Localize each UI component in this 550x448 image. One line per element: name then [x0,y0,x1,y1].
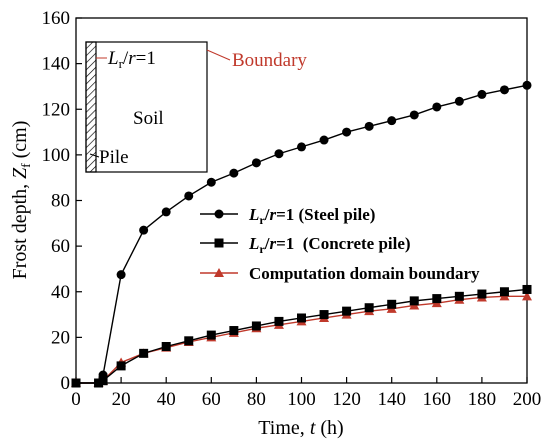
data-point [98,370,108,380]
series-line [76,84,528,384]
legend-item-boundary: Computation domain boundary [200,264,480,283]
inset-soil-box [85,41,208,173]
y-tick-label: 80 [51,191,70,212]
data-point [319,135,329,145]
data-point [364,121,374,131]
svg-text:Lr/r=1 (Concrete pile): Lr/r=1 (Concrete pile) [248,234,411,256]
x-tick-label: 60 [202,389,221,410]
data-point [477,89,487,99]
data-point [409,296,419,306]
data-point [432,294,442,304]
y-axis-title: Frost depth, Zf (cm) [9,121,33,280]
data-point [409,110,419,120]
x-axis-title: Time, t (h) [258,417,343,439]
x-tick-label: 100 [287,389,316,410]
x-tick-label: 160 [423,389,452,410]
data-point [274,149,284,159]
y-tick-label: 120 [42,99,71,120]
x-tick-label: 20 [112,389,131,410]
data-point [251,158,261,168]
data-point [387,299,397,309]
series-circle [71,80,532,388]
x-axis-ticks: 0 20 40 60 80 100 120 140 160 180 200 [71,377,541,410]
x-tick-label: 180 [468,389,497,410]
series-triangle [71,291,532,387]
data-point [229,326,239,336]
data-point [229,168,239,178]
data-point [364,303,374,313]
data-point [477,289,487,299]
svg-text:Lr/r=1 (Steel pile): Lr/r=1 (Steel pile) [248,205,375,227]
data-point [274,316,284,326]
y-tick-label: 160 [42,8,71,29]
data-point [98,376,108,386]
y-tick-label: 100 [42,145,71,166]
x-tick-label: 200 [513,389,542,410]
y-tick-label: 40 [51,282,70,303]
inset-pile-label: Pile [99,147,129,168]
data-point [116,270,126,280]
data-point [432,102,442,112]
legend: Lr/r=1 (Steel pile) Lr/r=1 (Concrete pil… [200,205,480,283]
data-point [206,177,216,187]
x-tick-label: 140 [377,389,406,410]
data-point [499,85,509,95]
data-point [454,291,464,301]
inset-schematic: Lr/r=1 Boundary Soil Pile [85,41,307,173]
data-point [522,80,532,90]
series-line [76,295,527,384]
series-line [76,288,528,384]
inset-boundary-label: Boundary [232,50,307,71]
inset-boundary-pointer [206,49,231,61]
data-point [297,142,306,152]
y-tick-label: 0 [61,373,71,394]
x-tick-label: 0 [71,389,81,410]
inset-pile [85,41,97,173]
x-tick-label: 80 [247,389,266,410]
data-point [342,127,352,137]
data-point [139,225,149,235]
inset-soil-label: Soil [133,108,164,129]
data-point [387,116,397,126]
data-point [297,313,306,323]
x-tick-label: 120 [332,389,361,410]
data-point [116,361,126,371]
data-point [161,342,171,351]
legend-item-steel: Lr/r=1 (Steel pile) [200,205,375,227]
data-point [522,284,532,294]
data-point [499,287,509,297]
data-point [94,378,104,388]
data-point [161,207,171,217]
y-tick-label: 20 [51,327,70,348]
data-point [184,336,194,346]
inset-ratio-label: Lr/r=1 [107,48,156,71]
series-square [71,284,532,388]
series-layer [71,80,532,388]
legend-item-concrete: Lr/r=1 (Concrete pile) [200,234,411,256]
svg-text:Computation domain boundary: Computation domain boundary [249,264,480,283]
data-point [522,291,532,301]
y-tick-label: 60 [51,236,70,257]
data-point [251,321,261,331]
x-tick-label: 40 [157,389,176,410]
data-point [206,330,216,340]
data-point [184,191,194,201]
inset-pile-pointer [89,153,100,158]
data-point [342,306,352,316]
data-point [71,378,81,388]
y-tick-label: 140 [42,54,71,75]
data-point [319,310,329,320]
data-point [454,96,464,106]
data-point [139,348,149,358]
